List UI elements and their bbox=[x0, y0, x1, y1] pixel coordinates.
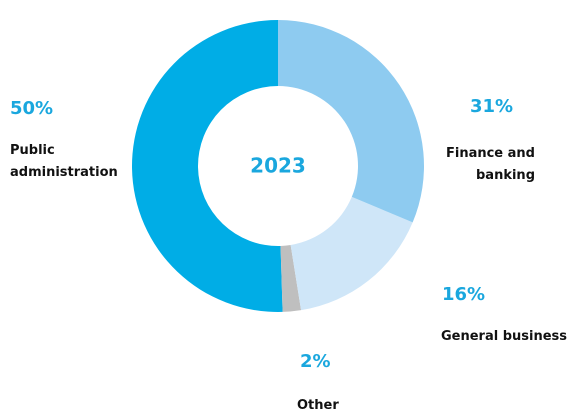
category-label: General business bbox=[441, 329, 568, 344]
category-label: Finance and banking bbox=[445, 146, 535, 183]
value-label: 2% bbox=[300, 351, 331, 372]
center-label: 2023 bbox=[250, 154, 306, 178]
slice bbox=[278, 20, 424, 223]
value-label: 31% bbox=[470, 96, 514, 117]
slice bbox=[131, 20, 283, 312]
slice bbox=[290, 196, 413, 311]
slice bbox=[280, 244, 302, 312]
value-label: 50% bbox=[10, 98, 54, 119]
category-label: Other bbox=[297, 398, 339, 412]
category-label: Public administration bbox=[10, 143, 118, 180]
value-label: 16% bbox=[442, 284, 486, 305]
